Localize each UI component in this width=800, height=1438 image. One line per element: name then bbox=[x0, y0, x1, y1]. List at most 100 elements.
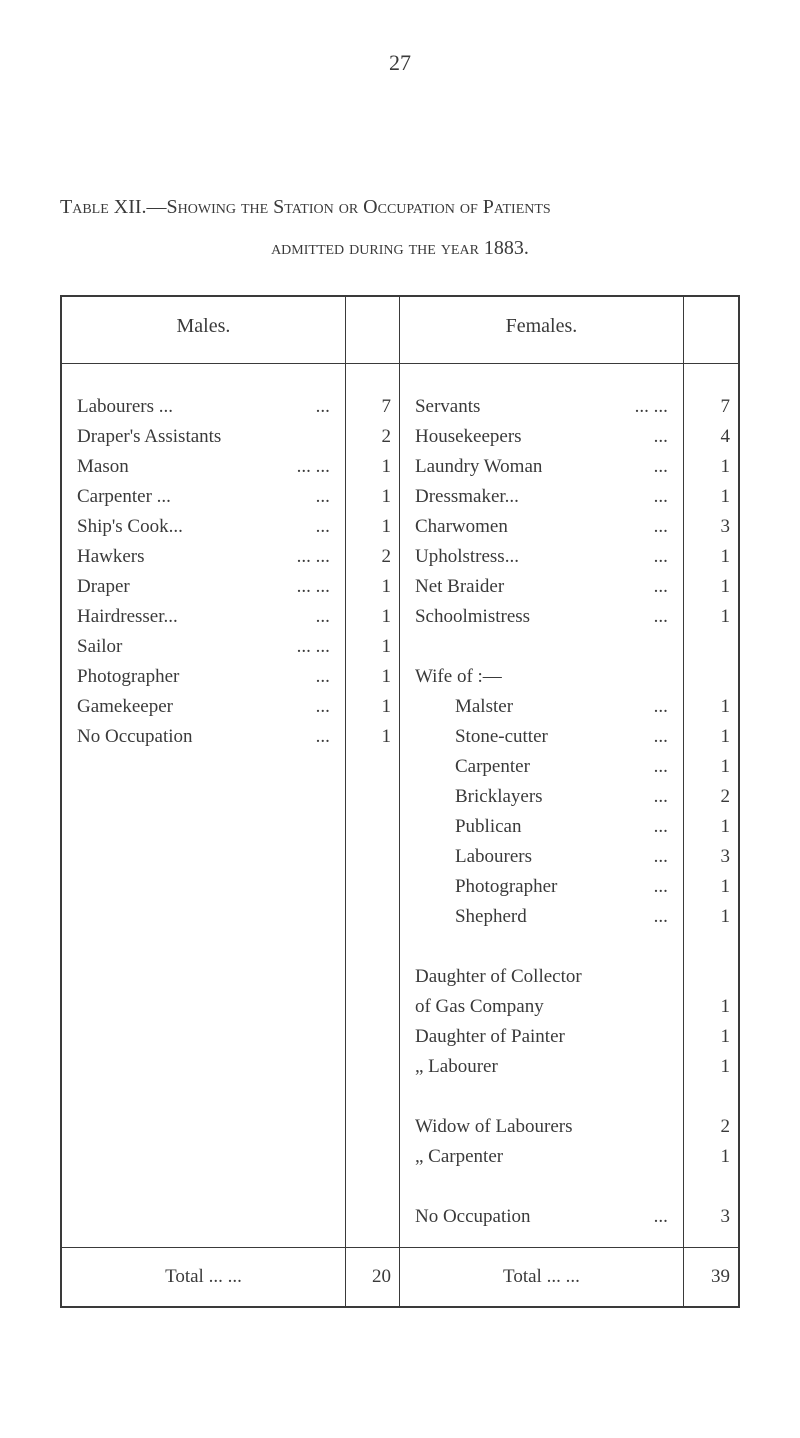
entry-label: Schoolmistress bbox=[415, 602, 530, 632]
females-entry: No Occupation... bbox=[415, 1202, 668, 1232]
entry-value: 2 bbox=[692, 1112, 730, 1142]
females-entry: Shepherd... bbox=[415, 902, 668, 932]
entry-dots bbox=[521, 812, 653, 842]
females-entry: Labourers... bbox=[415, 842, 668, 872]
spacer bbox=[415, 1172, 668, 1202]
entry-value: 1 bbox=[354, 602, 391, 632]
females-entry: Net Braider... bbox=[415, 572, 668, 602]
females-entry: Malster... bbox=[415, 692, 668, 722]
entry-label: Photographer bbox=[455, 872, 557, 902]
entry-label: Labourers bbox=[455, 842, 532, 872]
entry-value: 1 bbox=[354, 482, 391, 512]
entry-value: 1 bbox=[692, 902, 730, 932]
entry-dots bbox=[543, 782, 654, 812]
entry-dots bbox=[544, 992, 668, 1022]
entry-dots bbox=[173, 392, 316, 422]
entry-label: „ Labourer bbox=[415, 1052, 498, 1082]
entry-dots bbox=[531, 1202, 654, 1232]
entry-dots bbox=[557, 872, 653, 902]
entry-label: Servants bbox=[415, 392, 480, 422]
females-entry: „ Carpenter bbox=[415, 1142, 668, 1172]
entry-value: 1 bbox=[692, 1142, 730, 1172]
entry-dots bbox=[548, 722, 654, 752]
females-entry: Carpenter... bbox=[415, 752, 668, 782]
entry-label: Hawkers bbox=[77, 542, 145, 572]
spacer bbox=[692, 1082, 730, 1112]
females-entry: Servants... ... bbox=[415, 392, 668, 422]
entry-dots bbox=[527, 902, 654, 932]
spacer bbox=[415, 932, 668, 962]
entry-value: 1 bbox=[354, 572, 391, 602]
females-entry: Charwomen... bbox=[415, 512, 668, 542]
entry-dots bbox=[503, 1142, 668, 1172]
entry-value: 1 bbox=[354, 692, 391, 722]
males-entry: Ship's Cook...... bbox=[77, 512, 330, 542]
entry-dots bbox=[173, 692, 316, 722]
table-total-row: Total ... ... 20 Total ... ... 39 bbox=[62, 1247, 738, 1306]
entry-value: 3 bbox=[692, 1202, 730, 1232]
entry-label: Daughter of Painter bbox=[415, 1022, 565, 1052]
entry-value: 7 bbox=[692, 392, 730, 422]
entry-label: Stone-cutter bbox=[455, 722, 548, 752]
entry-value bbox=[692, 962, 730, 992]
females-entry: Bricklayers... bbox=[415, 782, 668, 812]
entry-label: Labourers ... bbox=[77, 392, 173, 422]
entry-dots bbox=[504, 572, 654, 602]
entry-value: 1 bbox=[354, 512, 391, 542]
entry-value: 1 bbox=[354, 632, 391, 662]
entry-label: Draper bbox=[77, 572, 130, 602]
males-entry: Photographer... bbox=[77, 662, 330, 692]
females-labels-column: Servants... ...Housekeepers...Laundry Wo… bbox=[400, 364, 684, 1247]
spacer bbox=[415, 632, 668, 662]
entry-label: Laundry Woman bbox=[415, 452, 542, 482]
entry-label: Charwomen bbox=[415, 512, 508, 542]
header-females: Females. bbox=[400, 297, 684, 363]
entry-dots bbox=[565, 1022, 668, 1052]
entry-label: Carpenter ... bbox=[77, 482, 171, 512]
total-females-label: Total ... ... bbox=[400, 1248, 684, 1306]
entry-label: Shepherd bbox=[455, 902, 527, 932]
page-number: 27 bbox=[60, 50, 740, 76]
total-males-label: Total ... ... bbox=[62, 1248, 346, 1306]
spacer bbox=[692, 932, 730, 962]
entry-label: „ Carpenter bbox=[415, 1142, 503, 1172]
females-entry: Widow of Labourers bbox=[415, 1112, 668, 1142]
spacer bbox=[415, 1082, 668, 1112]
entry-dots bbox=[582, 962, 668, 992]
entry-value: 1 bbox=[354, 452, 391, 482]
table-body-row: Labourers ......Draper's AssistantsMason… bbox=[62, 364, 738, 1247]
entry-dots bbox=[183, 512, 316, 542]
males-entry: Mason... ... bbox=[77, 452, 330, 482]
males-entry: No Occupation... bbox=[77, 722, 330, 752]
entry-dots bbox=[130, 572, 297, 602]
females-entry: Photographer... bbox=[415, 872, 668, 902]
females-entry: Laundry Woman... bbox=[415, 452, 668, 482]
entry-dots bbox=[573, 1112, 668, 1142]
males-entry: Labourers ...... bbox=[77, 392, 330, 422]
entry-dots bbox=[542, 452, 653, 482]
entry-value: 1 bbox=[354, 722, 391, 752]
entry-label: Housekeepers bbox=[415, 422, 522, 452]
total-females-value: 39 bbox=[684, 1248, 738, 1306]
entry-label: Mason bbox=[77, 452, 129, 482]
females-entry: Daughter of Painter bbox=[415, 1022, 668, 1052]
entry-value: 1 bbox=[692, 722, 730, 752]
entry-dots bbox=[498, 1052, 668, 1082]
entry-label: Photographer bbox=[77, 662, 179, 692]
header-males: Males. bbox=[62, 297, 346, 363]
entry-dots bbox=[171, 482, 316, 512]
entry-value: 1 bbox=[692, 812, 730, 842]
wife-of-header: Wife of :— bbox=[415, 662, 668, 692]
females-entry: Dressmaker...... bbox=[415, 482, 668, 512]
entry-dots bbox=[145, 542, 297, 572]
entry-dots bbox=[522, 422, 654, 452]
females-entry: „ Labourer bbox=[415, 1052, 668, 1082]
entry-value: 1 bbox=[692, 602, 730, 632]
spacer bbox=[692, 632, 730, 662]
entry-value: 1 bbox=[692, 542, 730, 572]
table-title-line-2: admitted during the year 1883. bbox=[60, 237, 740, 260]
entry-value: 7 bbox=[354, 392, 391, 422]
males-entry: Carpenter ...... bbox=[77, 482, 330, 512]
entry-label: Bricklayers bbox=[455, 782, 543, 812]
entry-label: of Gas Company bbox=[415, 992, 544, 1022]
